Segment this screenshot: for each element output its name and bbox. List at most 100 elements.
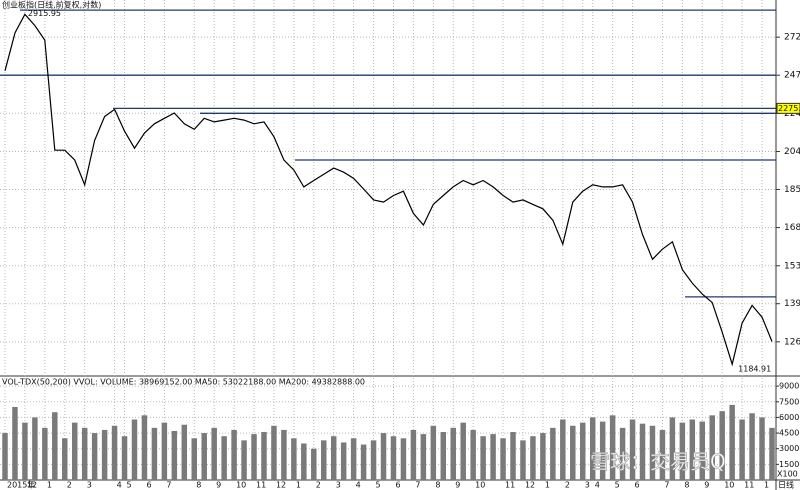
x-tick-label: 8 bbox=[196, 481, 201, 490]
x-tick-label: 5 bbox=[376, 481, 381, 490]
y-tick-label: 90000 bbox=[779, 382, 800, 391]
volume-bar bbox=[241, 440, 247, 480]
volume-bar bbox=[281, 429, 287, 480]
y-tick-label: 1396 bbox=[784, 299, 800, 309]
x-tick-label: 4 bbox=[595, 481, 600, 490]
volume-bar bbox=[400, 438, 407, 480]
x-tick-label: 1 bbox=[764, 481, 769, 490]
volume-bar bbox=[380, 433, 387, 480]
volume-bar bbox=[2, 433, 8, 480]
volume-bar bbox=[629, 419, 636, 480]
x-tick-label: 6 bbox=[395, 481, 400, 490]
x-tick-label: 7 bbox=[415, 481, 420, 490]
volume-bar bbox=[221, 436, 227, 480]
volume-bar bbox=[191, 438, 197, 480]
volume-bar bbox=[500, 438, 506, 480]
volume-bar bbox=[261, 432, 267, 480]
volume-bar bbox=[301, 443, 307, 480]
volume-bar bbox=[560, 419, 566, 480]
chart-title: 创业板指(日线,前复权,对数) bbox=[2, 0, 101, 10]
x-tick-label: 10 bbox=[475, 481, 485, 490]
volume-bar bbox=[410, 429, 417, 480]
volume-bar bbox=[390, 436, 397, 480]
volume-bar bbox=[689, 419, 696, 480]
x-tick-label: 2 bbox=[67, 481, 72, 490]
volume-bar bbox=[699, 421, 706, 480]
high-label: 2915.95 bbox=[28, 9, 61, 18]
x-tick-label: 4 bbox=[356, 481, 361, 490]
volume-bar bbox=[669, 417, 676, 480]
volume-bar bbox=[231, 429, 237, 480]
x-tick-label: 6 bbox=[635, 481, 640, 490]
volume-bar bbox=[580, 422, 586, 480]
x-tick-label: 1 bbox=[296, 481, 301, 490]
volume-bar bbox=[12, 406, 18, 480]
volume-bar bbox=[291, 438, 297, 480]
volume-bar bbox=[330, 436, 337, 480]
y-tick-label: 1689 bbox=[784, 223, 800, 233]
x-tick-label: 5 bbox=[615, 481, 620, 490]
y-tick-label: 75000 bbox=[779, 397, 800, 406]
volume-bar bbox=[151, 427, 158, 480]
volume-bar bbox=[271, 425, 277, 480]
volume-bar bbox=[91, 433, 98, 480]
volume-bar bbox=[22, 422, 28, 480]
y-tick-label: 60000 bbox=[779, 413, 800, 422]
volume-bar bbox=[460, 422, 466, 480]
y-tick-label: 1858 bbox=[784, 185, 800, 195]
volume-bar bbox=[639, 423, 646, 480]
x-tick-label: 2 bbox=[316, 481, 321, 490]
x-tick-label: 7 bbox=[166, 481, 171, 490]
x-tick-label: 3 bbox=[87, 481, 92, 490]
volume-bar bbox=[599, 421, 606, 480]
x-tick-label: 8 bbox=[684, 481, 689, 490]
x-tick-label: 12 bbox=[276, 481, 286, 490]
volume-bar bbox=[42, 427, 48, 480]
x-tick-label: 1 bbox=[545, 481, 550, 490]
volume-bar bbox=[589, 417, 596, 480]
watermark: 雪球：交易员Q bbox=[590, 450, 726, 474]
volume-bar bbox=[470, 429, 476, 480]
y-tick-label: 45000 bbox=[779, 429, 800, 438]
y-tick-label: 2473 bbox=[784, 71, 800, 81]
volume-bar bbox=[490, 434, 496, 480]
x-tick-label: 3 bbox=[336, 481, 341, 490]
volume-bar bbox=[450, 427, 456, 480]
volume-bar bbox=[619, 427, 626, 480]
volume-bar bbox=[759, 417, 765, 480]
price-tag bbox=[776, 102, 800, 114]
low-label: 1184.91 bbox=[738, 365, 771, 374]
volume-bar bbox=[201, 433, 207, 480]
y-tick-label: 15000 bbox=[779, 460, 800, 469]
volume-bar bbox=[171, 430, 178, 480]
price-tag-label: 2275.9 bbox=[778, 104, 800, 113]
price-line bbox=[4, 13, 773, 367]
volume-bar bbox=[101, 429, 108, 480]
y-tick-label: 2043 bbox=[784, 147, 800, 157]
volume-bar bbox=[530, 436, 536, 480]
volume-bar bbox=[609, 415, 616, 480]
x-tick-label: 10 bbox=[724, 481, 734, 490]
volume-bar bbox=[141, 415, 148, 480]
volume-bar bbox=[32, 417, 38, 480]
x-tick-label: 12 bbox=[27, 481, 37, 490]
volume-bar bbox=[550, 427, 556, 480]
x-tick-label: 4 bbox=[117, 481, 122, 490]
volume-bar bbox=[181, 424, 188, 480]
x-tick-label: 2015年 bbox=[7, 480, 35, 490]
volume-bar bbox=[251, 434, 257, 480]
x-tick-label: 5 bbox=[127, 481, 132, 490]
x-tick-label: 7 bbox=[664, 481, 669, 490]
x-tick-label: 3 bbox=[585, 481, 590, 490]
volume-bar bbox=[62, 438, 68, 480]
volume-bar bbox=[161, 422, 168, 480]
x-tick-label: 11 bbox=[744, 481, 754, 490]
volume-bar bbox=[719, 411, 725, 480]
period-label[interactable]: 日线 bbox=[778, 480, 794, 490]
volume-bar bbox=[649, 425, 656, 480]
volume-bar bbox=[211, 427, 217, 480]
volume-bar bbox=[480, 436, 486, 480]
volume-bar bbox=[71, 422, 78, 480]
